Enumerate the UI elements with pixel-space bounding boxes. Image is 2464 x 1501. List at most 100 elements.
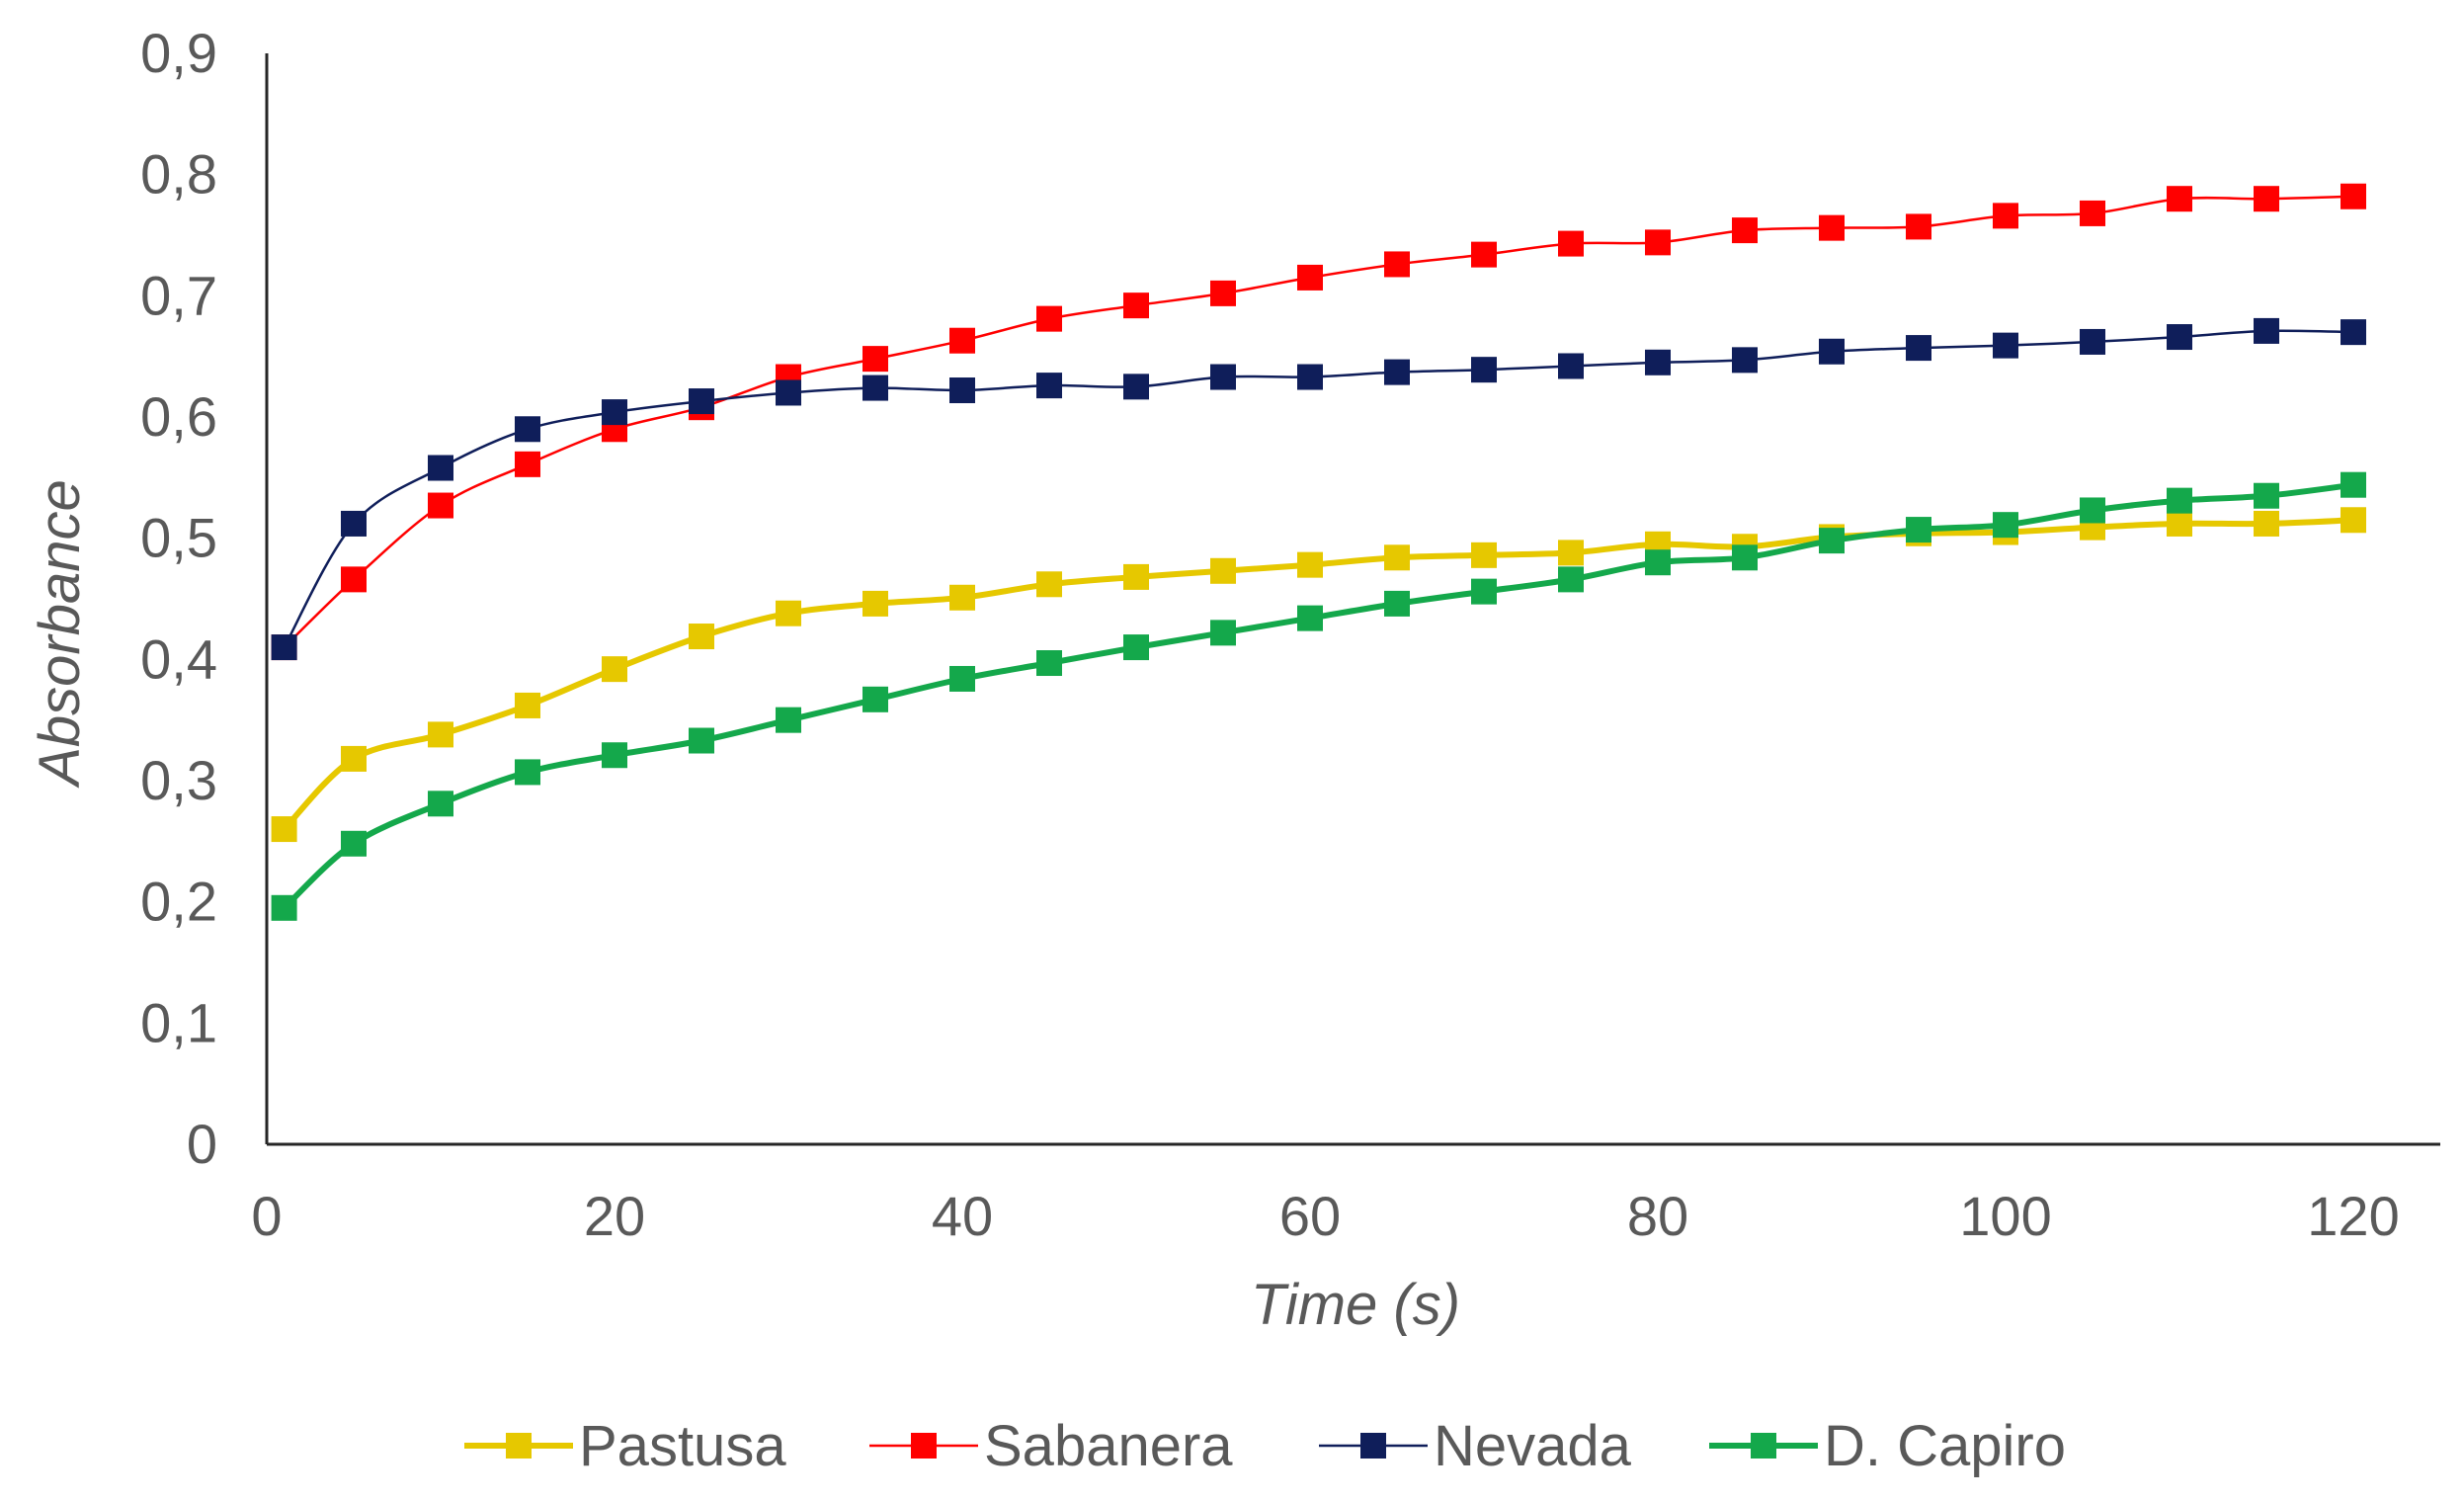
y-tick-label: 0,2 [140,871,217,933]
data-point-pastusa [1210,557,1236,584]
data-point-d-capiro [271,894,297,921]
data-point-nevada [428,455,453,481]
data-point-d-capiro [1123,634,1149,661]
legend-item-sabanera: Sabanera [869,1414,1233,1478]
data-point-d-capiro [515,759,540,786]
data-point-nevada [2167,324,2192,351]
data-point-d-capiro [2341,471,2366,498]
legend-marker-nevada [1360,1433,1386,1459]
data-point-d-capiro [1471,578,1497,605]
data-point-nevada [1210,364,1236,390]
data-point-nevada [2341,319,2366,346]
data-point-d-capiro [1384,590,1410,617]
data-point-nevada [776,379,801,406]
legend-marker-pastusa [506,1433,532,1459]
data-point-d-capiro [949,665,975,692]
data-point-pastusa [1036,571,1062,598]
data-point-nevada [1732,347,1758,374]
data-point-sabanera [1297,264,1323,291]
y-tick-label: 0,3 [140,749,217,811]
data-point-sabanera [341,566,367,593]
data-point-nevada [1123,374,1149,400]
data-point-sabanera [1123,292,1149,319]
data-point-sabanera [428,492,453,519]
data-point-pastusa [949,584,975,611]
data-point-pastusa [2167,510,2192,537]
data-point-pastusa [428,721,453,748]
data-point-d-capiro [862,686,888,712]
data-point-nevada [2254,317,2279,344]
series-layer [271,183,2366,921]
y-tick-label: 0,6 [140,385,217,448]
data-point-d-capiro [1297,605,1323,631]
data-point-d-capiro [2167,487,2192,514]
data-point-sabanera [2167,186,2192,212]
data-point-sabanera [1210,280,1236,306]
y-tick-label: 0 [187,1113,217,1175]
legend-marker-d-capiro [1751,1433,1776,1459]
data-point-pastusa [776,600,801,626]
series-nevada [271,317,2366,661]
data-point-sabanera [949,327,975,354]
data-point-pastusa [1558,540,1584,566]
data-point-sabanera [1471,241,1497,268]
data-point-sabanera [2341,183,2366,209]
data-point-nevada [689,388,714,415]
legend: Pastusa Sabanera Nevada D. Capiro [464,1414,2066,1478]
data-point-nevada [1906,335,1931,362]
data-point-sabanera [1906,213,1931,240]
series-line-d-capiro [282,481,2354,911]
data-point-d-capiro [1993,512,2018,539]
data-point-d-capiro [602,742,627,769]
y-tick-label: 0,8 [140,143,217,206]
x-tick-label: 60 [1279,1185,1341,1247]
data-point-pastusa [1471,542,1497,568]
data-point-d-capiro [1645,549,1671,576]
data-point-d-capiro [1036,650,1062,677]
data-point-sabanera [1558,230,1584,257]
data-point-d-capiro [776,707,801,733]
data-point-d-capiro [2080,497,2105,524]
x-tick-label: 0 [251,1185,282,1247]
series-d-capiro [271,471,2366,921]
legend-label-nevada: Nevada [1434,1414,1632,1478]
data-point-nevada [602,399,627,426]
data-point-pastusa [2254,510,2279,537]
data-point-sabanera [2254,186,2279,212]
data-point-pastusa [2341,507,2366,534]
data-point-sabanera [515,451,540,477]
y-tick-label: 0,4 [140,627,217,690]
data-point-pastusa [862,590,888,617]
data-point-nevada [1993,332,2018,359]
data-point-pastusa [689,624,714,650]
data-point-d-capiro [1210,620,1236,646]
data-point-nevada [1036,373,1062,399]
data-point-pastusa [1297,551,1323,578]
data-point-pastusa [1123,563,1149,590]
y-tick-label: 0,5 [140,507,217,569]
series-line-sabanera [283,195,2354,648]
data-point-d-capiro [1732,544,1758,571]
series-sabanera [271,183,2366,661]
data-point-nevada [1471,357,1497,383]
data-point-d-capiro [2254,482,2279,509]
legend-item-pastusa: Pastusa [464,1414,786,1478]
data-point-sabanera [1732,217,1758,244]
legend-item-nevada: Nevada [1319,1414,1632,1478]
series-pastusa [271,507,2366,843]
x-tick-label: 80 [1627,1185,1688,1247]
legend-label-pastusa: Pastusa [579,1414,786,1478]
data-point-nevada [1558,353,1584,379]
data-point-nevada [1645,349,1671,375]
data-point-nevada [949,377,975,404]
data-point-pastusa [271,816,297,843]
x-tick-label: 40 [932,1185,993,1247]
data-point-nevada [1297,364,1323,390]
data-point-d-capiro [1819,528,1845,554]
data-point-nevada [1819,338,1845,365]
data-point-nevada [271,634,297,661]
data-point-nevada [1384,359,1410,385]
data-point-d-capiro [428,791,453,817]
data-point-d-capiro [341,830,367,857]
